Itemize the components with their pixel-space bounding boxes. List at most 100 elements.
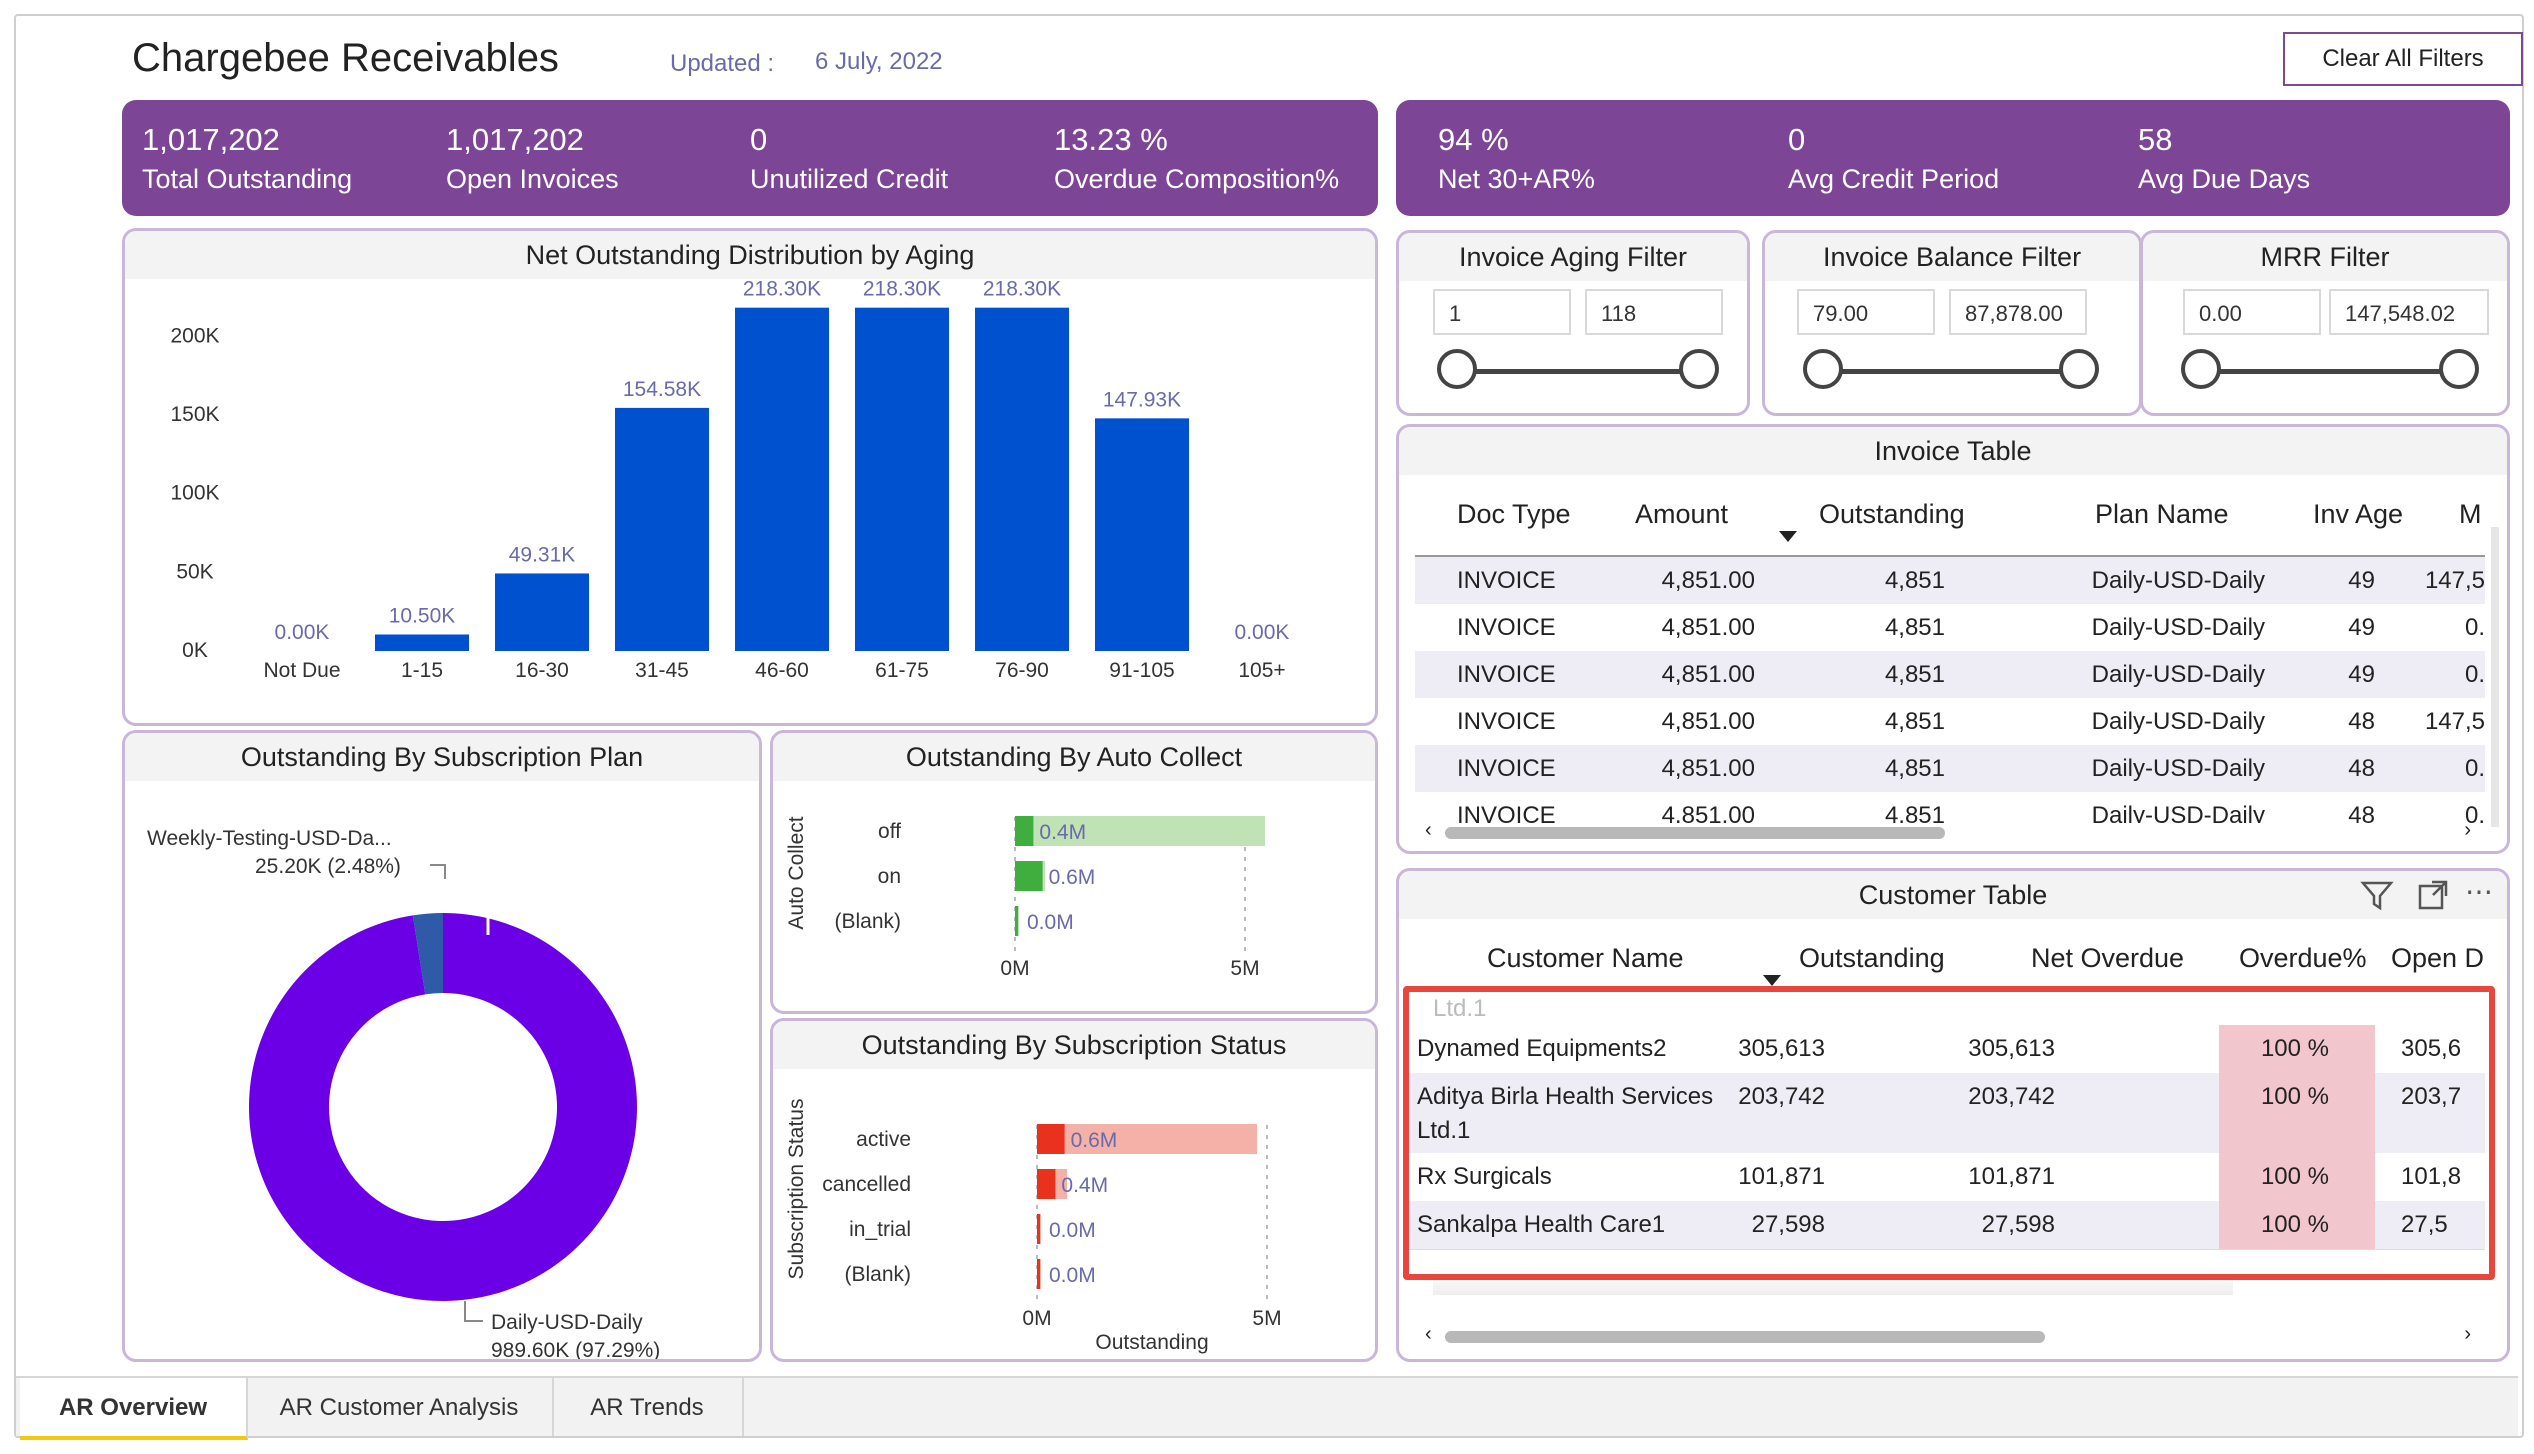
data-label: 49.31K <box>509 543 576 566</box>
data-label: 0.0M <box>1027 911 1074 934</box>
filter-icon[interactable] <box>2359 877 2395 913</box>
clear-all-filters-button[interactable]: Clear All Filters <box>2283 32 2523 86</box>
column-header-net-overdue[interactable]: Net Overdue <box>2031 943 2185 973</box>
scroll-left-icon[interactable]: ‹ <box>1425 1323 1432 1345</box>
table-row[interactable]: INVOICE 4,851.00 4,851 Daily-USD-Daily 49 0. <box>1415 604 2485 652</box>
tab-ar-overview[interactable]: AR Overview <box>20 1378 248 1440</box>
auto-collect-panel[interactable]: Outstanding By Auto Collect Auto Collect… <box>770 730 1378 1014</box>
scroll-right-icon[interactable]: › <box>2464 1323 2471 1345</box>
mrr-slider-track[interactable] <box>2203 369 2465 374</box>
bar[interactable] <box>855 307 949 651</box>
plan-chart-title: Outstanding By Subscription Plan <box>125 733 759 781</box>
table-row[interactable]: INVOICE 4,851.00 4,851 Daily-USD-Daily 48 0. <box>1415 745 2485 793</box>
scroll-right-icon[interactable]: › <box>2464 819 2471 841</box>
leader-line <box>464 1301 483 1322</box>
mrr-slider-max-handle[interactable] <box>2439 349 2479 389</box>
horizontal-scrollbar[interactable] <box>1445 827 1945 839</box>
focus-mode-icon[interactable] <box>2415 877 2451 913</box>
table-row[interactable]: INVOICE 4,851.00 4,851 Daily-USD-Daily 48 0. <box>1415 792 2485 823</box>
kpi-value: 1,017,202 <box>142 122 280 157</box>
mrr-min-input[interactable]: 0.00 <box>2183 289 2321 335</box>
bar[interactable] <box>1015 816 1034 846</box>
column-header-amount[interactable]: Amount <box>1635 499 1729 529</box>
balance-slider-min-handle[interactable] <box>1803 349 1843 389</box>
kpi-label: Open Invoices <box>446 164 619 194</box>
subscription-status-panel[interactable]: Outstanding By Subscription Status Subsc… <box>770 1018 1378 1362</box>
x-tick-label: 105+ <box>1238 659 1285 682</box>
scroll-left-icon[interactable]: ‹ <box>1425 819 1432 841</box>
column-header-outstanding[interactable]: Outstanding <box>1819 499 1965 529</box>
bar[interactable] <box>1015 906 1018 936</box>
aging-max-input[interactable]: 118 <box>1585 289 1723 335</box>
sort-desc-icon[interactable] <box>1763 975 1781 986</box>
tab-ar-customer-analysis[interactable]: AR Customer Analysis <box>246 1378 554 1436</box>
column-header-outstanding[interactable]: Outstanding <box>1799 943 1945 973</box>
bar[interactable] <box>1037 1124 1065 1154</box>
table-cell: 49 <box>2348 614 2375 641</box>
bar[interactable] <box>1095 418 1189 651</box>
bar[interactable] <box>615 407 709 651</box>
balance-min-input[interactable]: 79.00 <box>1797 289 1935 335</box>
category-label: active <box>856 1128 911 1151</box>
column-header-plan-name[interactable]: Plan Name <box>2095 499 2229 529</box>
table-cell: 0. <box>2464 755 2485 782</box>
invoice-balance-filter[interactable]: Invoice Balance Filter 79.00 87,878.00 <box>1762 230 2142 416</box>
bar[interactable] <box>1015 861 1043 891</box>
aging-min-input[interactable]: 1 <box>1433 289 1571 335</box>
table-cell: 147,5 <box>2424 708 2485 735</box>
balance-slider-max-handle[interactable] <box>2059 349 2099 389</box>
column-header-doc-type[interactable]: Doc Type <box>1457 499 1571 529</box>
table-row[interactable]: Sankalpa Health Care1 27,598 27,598 100 % 27… <box>1405 1201 2485 1250</box>
aging-slider-track[interactable] <box>1459 369 1713 374</box>
aging-slider-max-handle[interactable] <box>1679 349 1719 389</box>
table-row[interactable]: Rx Surgicals 101,871 101,871 100 % 101,8 <box>1405 1153 2485 1202</box>
horizontal-scrollbar[interactable] <box>1445 1331 2045 1343</box>
bar[interactable] <box>375 634 469 651</box>
balance-slider-track[interactable] <box>1825 369 2083 374</box>
bar[interactable] <box>975 307 1069 651</box>
column-header-overdue-pct[interactable]: Overdue% <box>2239 943 2367 973</box>
pie-slice[interactable] <box>412 913 443 995</box>
bar[interactable] <box>1037 1259 1040 1289</box>
aging-chart-title: Net Outstanding Distribution by Aging <box>125 231 1375 279</box>
invoice-table-panel[interactable]: Invoice Table Doc Type Amount Outstandin… <box>1396 424 2510 854</box>
bar-background <box>1037 1124 1257 1154</box>
invoice-aging-filter[interactable]: Invoice Aging Filter 1 118 <box>1396 230 1750 416</box>
mrr-max-input[interactable]: 147,548.02 <box>2329 289 2489 335</box>
more-options-icon[interactable]: ⋯ <box>2465 876 2493 907</box>
table-row[interactable]: INVOICE 4,851.00 4,851 Daily-USD-Daily 48 147… <box>1415 698 2485 746</box>
column-header-inv-age[interactable]: Inv Age <box>2313 499 2404 529</box>
table-row[interactable]: INVOICE 4,851.00 4,851 Daily-USD-Daily 49 147… <box>1415 557 2485 605</box>
balance-max-input[interactable]: 87,878.00 <box>1949 289 2087 335</box>
table-row[interactable]: Aditya Birla Health Services 203,742 203,7… <box>1405 1073 2485 1154</box>
column-header-open[interactable]: Open D <box>2391 943 2485 973</box>
kpi-avg-credit-period: 0 Avg Credit Period <box>1788 122 1999 195</box>
pie-slice[interactable] <box>249 913 638 1301</box>
table-cell: 4,851 <box>1884 755 1945 782</box>
table-cell: 305,613 <box>1738 1035 1825 1062</box>
aging-chart-panel[interactable]: Net Outstanding Distribution by Aging 0K… <box>122 228 1378 726</box>
table-cell: 48 <box>2348 708 2375 735</box>
table-row[interactable]: Dynamed Equipments2 305,613 305,613 100 % 30… <box>1405 1025 2485 1074</box>
vertical-scrollbar[interactable] <box>2491 527 2499 827</box>
invoice-table-title: Invoice Table <box>1399 427 2507 475</box>
bar[interactable] <box>1037 1214 1040 1244</box>
column-header-customer-name[interactable]: Customer Name <box>1487 943 1684 973</box>
axis-title: Subscription Status <box>785 1099 808 1280</box>
aging-slider-min-handle[interactable] <box>1437 349 1477 389</box>
mrr-filter[interactable]: MRR Filter 0.00 147,548.02 <box>2140 230 2510 416</box>
kpi-value: 1,017,202 <box>446 122 584 157</box>
invoice-aging-filter-title: Invoice Aging Filter <box>1399 233 1747 281</box>
data-label: 0.4M <box>1039 821 1086 844</box>
table-cell: 100 % <box>2260 1035 2329 1062</box>
bar[interactable] <box>495 573 589 651</box>
bar[interactable] <box>735 307 829 651</box>
table-row[interactable]: INVOICE 4,851.00 4,851 Daily-USD-Daily 49 0. <box>1415 651 2485 699</box>
column-header-mrr[interactable]: M <box>2459 499 2482 529</box>
bar[interactable] <box>1037 1169 1056 1199</box>
tab-ar-trends[interactable]: AR Trends <box>552 1378 744 1436</box>
category-label: in_trial <box>849 1218 911 1241</box>
plan-chart-panel[interactable]: Outstanding By Subscription Plan Weekly-… <box>122 730 762 1362</box>
mrr-slider-min-handle[interactable] <box>2181 349 2221 389</box>
sort-desc-icon[interactable] <box>1779 531 1797 542</box>
